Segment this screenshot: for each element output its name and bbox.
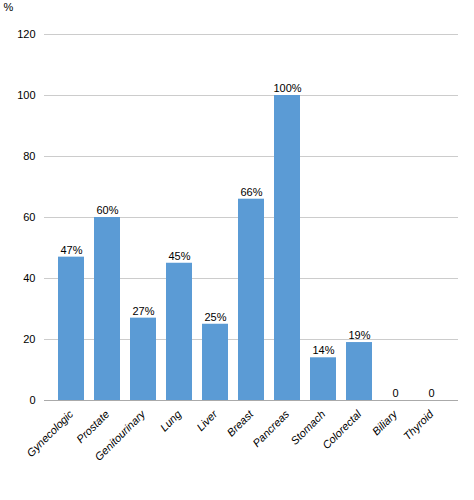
svg-text:45%: 45% (168, 250, 190, 262)
svg-text:60%: 60% (96, 204, 118, 216)
svg-text:100: 100 (17, 89, 35, 101)
svg-text:Pancreas: Pancreas (250, 407, 292, 449)
svg-text:Breast: Breast (224, 407, 256, 439)
svg-text:40: 40 (23, 272, 35, 284)
svg-text:0: 0 (392, 387, 398, 399)
svg-text:Colorectal: Colorectal (320, 407, 364, 451)
svg-text:47%: 47% (60, 244, 82, 256)
svg-text:0: 0 (428, 387, 434, 399)
svg-text:100%: 100% (273, 82, 301, 94)
svg-text:Thyroid: Thyroid (401, 407, 436, 442)
svg-text:27%: 27% (132, 305, 154, 317)
svg-text:20: 20 (23, 333, 35, 345)
svg-text:Genitourinary: Genitourinary (92, 407, 148, 463)
svg-text:19%: 19% (348, 329, 370, 341)
svg-text:Prostate: Prostate (73, 407, 112, 446)
svg-text:0: 0 (29, 394, 35, 406)
svg-text:Biliary: Biliary (370, 407, 401, 438)
svg-text:25%: 25% (204, 311, 226, 323)
svg-text:66%: 66% (240, 186, 262, 198)
svg-text:60: 60 (23, 211, 35, 223)
svg-text:120: 120 (17, 28, 35, 40)
svg-text:Stomach: Stomach (288, 407, 328, 447)
svg-text:Gynecologic: Gynecologic (24, 407, 76, 459)
svg-text:Liver: Liver (194, 407, 220, 433)
svg-text:80: 80 (23, 150, 35, 162)
svg-text:Lung: Lung (158, 407, 184, 433)
svg-text:%: % (4, 1, 14, 13)
svg-text:14%: 14% (312, 344, 334, 356)
